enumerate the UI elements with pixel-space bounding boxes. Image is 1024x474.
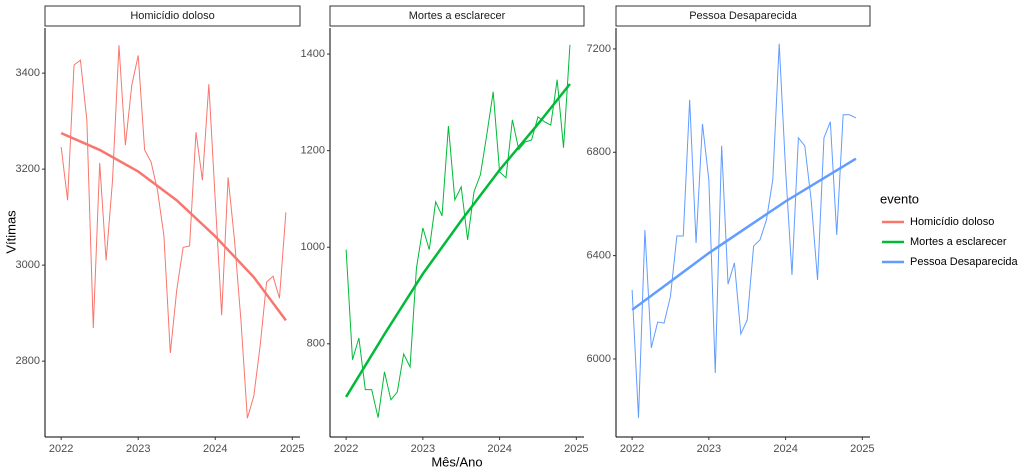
y-tick-label: 3000 [16,259,40,271]
trend-line [631,157,857,311]
y-tick-label: 6400 [587,250,611,262]
data-line [60,45,287,419]
y-tick-label: 3200 [16,163,40,175]
y-tick-label: 1200 [301,145,325,157]
x-tick-label: 2023 [126,443,150,455]
trend-line [345,83,571,398]
data-line [345,44,571,418]
strip [329,5,585,27]
y-tick-label: 1000 [301,241,325,253]
x-tick-label: 2022 [334,443,358,455]
x-axis-title: Mês/Ano [431,454,482,469]
y-tick-label: 1400 [301,48,325,60]
x-tick-label: 2022 [620,443,644,455]
facet-title: Homicídio doloso [130,10,214,22]
data-line [631,43,857,418]
trend-line [60,131,287,322]
legend-title: evento [880,191,919,206]
x-tick-label: 2024 [773,443,797,455]
x-tick-label: 2025 [280,443,304,455]
x-tick-label: 2023 [411,443,435,455]
y-tick-label: 800 [307,338,325,350]
y-tick-label: 2800 [16,355,40,367]
y-tick-label: 3400 [16,67,40,79]
legend-label: Homicídio doloso [910,216,994,228]
strip [615,5,871,27]
x-tick-label: 2024 [487,443,511,455]
facet-title: Mortes a esclarecer [409,10,506,22]
legend-label: Pessoa Desaparecida [910,256,1019,268]
y-axis-title: Vítimas [3,210,18,254]
strip [44,5,301,27]
x-tick-label: 2022 [49,443,73,455]
x-tick-label: 2025 [564,443,588,455]
x-tick-label: 2025 [850,443,874,455]
x-tick-label: 2024 [203,443,227,455]
y-tick-label: 6000 [587,353,611,365]
y-tick-label: 6800 [587,146,611,158]
y-tick-label: 7200 [587,43,611,55]
x-tick-label: 2023 [697,443,721,455]
legend-label: Mortes a esclarecer [910,236,1007,248]
facet-title: Pessoa Desaparecida [689,10,798,22]
